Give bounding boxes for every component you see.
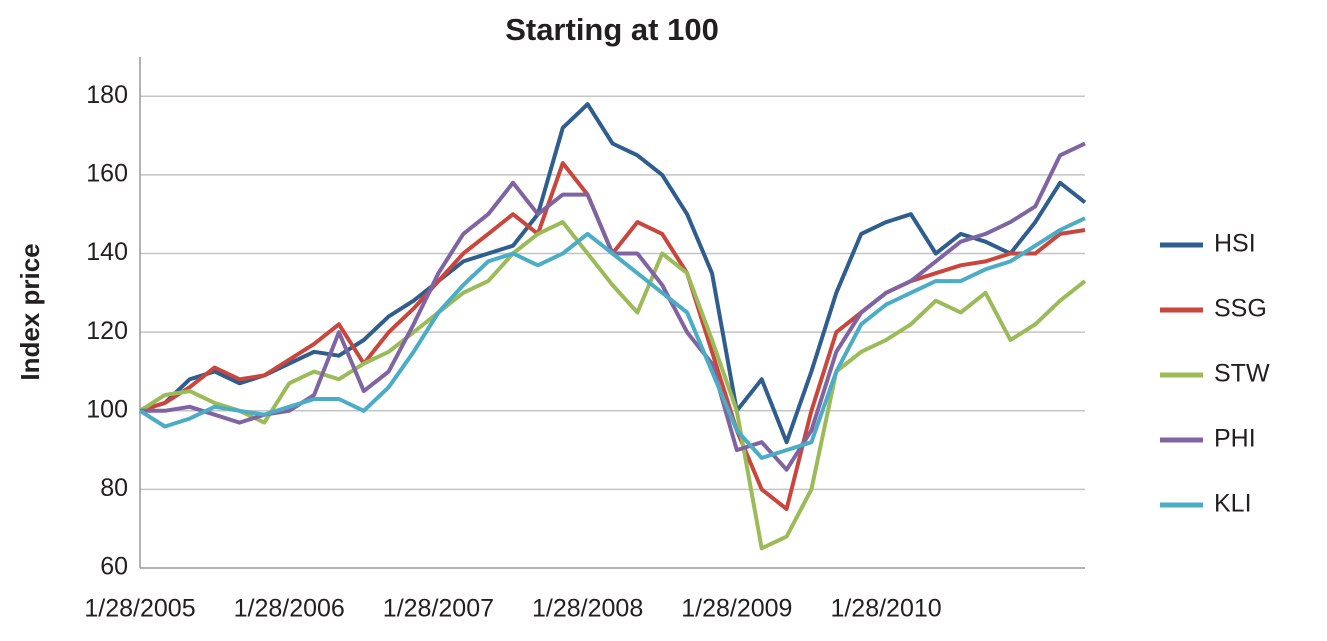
series-line: [138, 216, 1086, 460]
y-tick-label: 100: [86, 395, 128, 423]
grid: [140, 95, 1085, 569]
x-tick-label: 1/28/2009: [681, 595, 792, 623]
legend-label: STW: [1214, 360, 1270, 388]
y-tick-label: 80: [100, 474, 128, 502]
y-tick-label: 140: [86, 238, 128, 266]
legend-label: SSG: [1214, 295, 1267, 323]
series-line: [140, 141, 1086, 472]
legend-label: PHI: [1214, 425, 1256, 453]
legend-label: HSI: [1214, 230, 1256, 258]
x-tick-label: 1/28/2006: [234, 595, 345, 623]
x-tick-label: 1/28/2007: [383, 595, 494, 623]
series-line: [139, 102, 1087, 445]
x-tick-label: 1/28/2008: [532, 595, 643, 623]
x-tick-label: 1/28/2010: [830, 595, 941, 623]
chart-title: Starting at 100: [505, 12, 719, 47]
series-line: [139, 161, 1086, 511]
y-axis-label: Index price: [15, 243, 45, 380]
legend-label: KLI: [1214, 490, 1252, 518]
y-tick-label: 180: [86, 81, 128, 109]
series-line: [138, 220, 1087, 551]
lines: [138, 102, 1087, 551]
y-tick-label: 120: [86, 317, 128, 345]
x-tick-label: 1/28/2005: [84, 595, 195, 623]
y-tick-label: 60: [100, 553, 128, 581]
y-tick-label: 160: [86, 160, 128, 188]
legend: HSI SSG STW PHI KLI: [1160, 230, 1270, 518]
